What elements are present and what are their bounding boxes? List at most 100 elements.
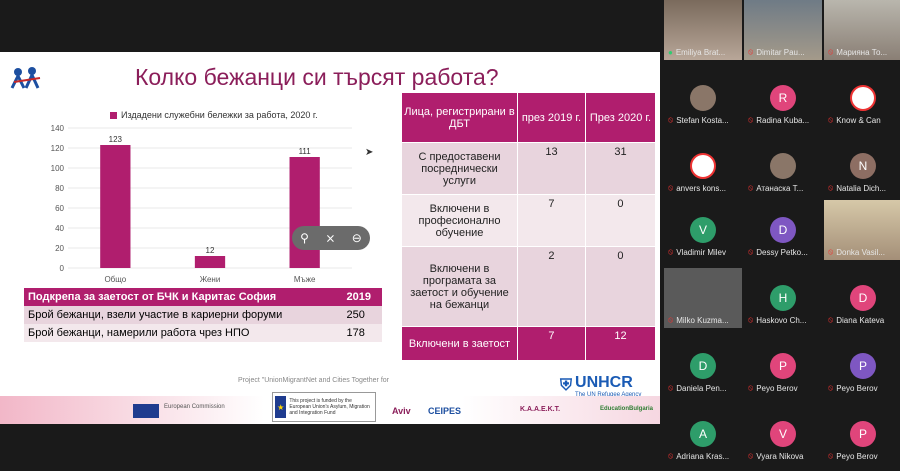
- participant-name-label: Radina Kuba...: [756, 115, 810, 125]
- participant-name: ⦸ Dessy Petko...: [748, 247, 822, 257]
- participant-name-label: Haskovo Ch...: [756, 315, 807, 325]
- bar: [194, 256, 226, 268]
- participant-name: ⦸ anvers kons...: [668, 183, 742, 193]
- microphone-muted-icon: ⦸: [668, 247, 674, 256]
- participant-name-label: Dimitar Pau...: [756, 47, 805, 57]
- table-header-cell: Подкрепа за заетост от БЧК и Каритас Соф…: [24, 288, 343, 306]
- avatar: [690, 85, 716, 111]
- table-header-cell: 2019: [342, 288, 382, 306]
- microphone-muted-icon: ⦸: [748, 47, 754, 56]
- video-controls: ⚲ ⨯ ⊖: [292, 226, 370, 250]
- bar: [100, 145, 131, 268]
- y-tick-label: 0: [60, 264, 65, 273]
- participant-tile[interactable]: P ⦸ Peyo Berov: [744, 336, 822, 396]
- table-row: Включени в програмата за заетост и обуче…: [401, 246, 657, 327]
- slide-title: Колко бежанци си търсят работа?: [135, 64, 499, 90]
- bar-chart-svg: 0 20 40 60 80 100 120 140 123 Общо 12 Жени 111 Мъже: [51, 124, 352, 284]
- microphone-muted-icon: ⦸: [668, 315, 674, 324]
- microphone-muted-icon: ⦸: [748, 247, 754, 256]
- microphone-muted-icon: ⦸: [748, 315, 754, 324]
- participant-tile[interactable]: ⦸ Марияна То...: [824, 0, 900, 60]
- participant-name: ⦸ Атанаска Т...: [748, 183, 822, 193]
- participant-name-label: Emiliya Brat...: [675, 48, 726, 57]
- microphone-muted-icon: ⦸: [668, 451, 674, 460]
- participant-tile[interactable]: ⦸ Milko Kuzma...: [664, 268, 742, 328]
- x-tick-label: Общо: [104, 275, 126, 284]
- participant-name: ⦸ Peyo Berov: [828, 383, 900, 393]
- project-note: Project "UnionMigrantNet and Cities Toge…: [238, 377, 389, 384]
- participant-tile[interactable]: ⦸ Donka Vasil...: [824, 200, 900, 260]
- participant-tile[interactable]: V ⦸ Vyara Nikova: [744, 404, 822, 464]
- table-row: Включени в заетост 7 12: [401, 326, 657, 361]
- eu-funding-box: ★ This project is funded by the European…: [272, 392, 376, 422]
- mouse-cursor-icon: ➤: [365, 147, 374, 158]
- data-label: 123: [109, 135, 123, 144]
- participant-name: ⦸ Adriana Kras...: [668, 451, 742, 461]
- participant-name: ⦸ Vyara Nikova: [748, 451, 822, 461]
- table-cell: 0: [584, 194, 657, 247]
- unhcr-logo: ⛨ UNHCR The UN Refugee Agency: [560, 374, 641, 398]
- bar: [289, 157, 320, 268]
- mute-icon[interactable]: ⨯: [325, 231, 336, 245]
- participant-tile[interactable]: D ⦸ Daniela Pen...: [664, 336, 742, 396]
- participant-name-label: Peyo Berov: [836, 451, 878, 461]
- participant-tile[interactable]: ⦸ anvers kons...: [664, 136, 742, 196]
- minus-icon[interactable]: ⊖: [351, 231, 362, 245]
- eu-stars-icon: ★: [275, 396, 287, 418]
- participant-name-label: Марияна То...: [836, 47, 888, 57]
- y-tick-label: 40: [55, 224, 64, 233]
- table-row: Включени в професионално обучение 7 0: [401, 194, 657, 247]
- partner-logo: K.A.A.E.K.T.: [520, 406, 561, 413]
- participant-tile[interactable]: D ⦸ Diana Kateva: [824, 268, 900, 328]
- microphone-muted-icon: ⦸: [748, 451, 754, 460]
- pin-icon[interactable]: ⚲: [300, 231, 309, 245]
- avatar: A: [690, 421, 716, 447]
- participant-name: ⦸ Natalia Dich...: [828, 183, 900, 193]
- x-tick-label: Мъже: [294, 275, 316, 284]
- participant-name: ⦸ Milko Kuzma...: [668, 315, 742, 325]
- participant-name-label: Diana Kateva: [836, 315, 885, 325]
- participant-name-label: Vyara Nikova: [756, 451, 804, 461]
- microphone-muted-icon: ⦸: [828, 383, 834, 392]
- participant-tile[interactable]: V ⦸ Vladimir Milev: [664, 200, 742, 260]
- participant-tile[interactable]: ● Emiliya Brat...: [664, 0, 742, 60]
- participant-name: ⦸ Know & Can: [828, 115, 900, 125]
- participant-name: ⦸ Dimitar Pau...: [748, 47, 822, 57]
- participant-tile[interactable]: P ⦸ Peyo Berov: [824, 404, 900, 464]
- participant-name: ⦸ Peyo Berov: [828, 451, 900, 461]
- unhcr-subtitle: The UN Refugee Agency: [575, 392, 642, 398]
- participant-tile[interactable]: ⦸ Атанаска Т...: [744, 136, 822, 196]
- avatar: V: [690, 217, 716, 243]
- y-tick-label: 80: [55, 184, 64, 193]
- legend-swatch: [110, 111, 117, 119]
- table-cell: 13: [517, 142, 586, 195]
- participant-tile[interactable]: P ⦸ Peyo Berov: [824, 336, 900, 396]
- participant-tile[interactable]: ⦸ Stefan Kosta...: [664, 68, 742, 128]
- avatar: D: [690, 353, 716, 379]
- unhcr-name: UNHCR: [575, 374, 633, 391]
- participant-tile[interactable]: ⦸ Dimitar Pau...: [744, 0, 822, 60]
- microphone-muted-icon: ⦸: [828, 315, 834, 324]
- participant-tile[interactable]: D ⦸ Dessy Petko...: [744, 200, 822, 260]
- microphone-muted-icon: ⦸: [748, 383, 754, 392]
- chart-legend: Издадени служебни бележки за работа, 202…: [110, 110, 318, 120]
- participant-tile[interactable]: A ⦸ Adriana Kras...: [664, 404, 742, 464]
- table-cell: 178: [342, 324, 382, 342]
- participant-name-label: Know & Can: [836, 115, 881, 125]
- participant-name: ⦸ Марияна То...: [828, 47, 900, 57]
- table-cell: 250: [342, 306, 382, 324]
- avatar: P: [850, 353, 876, 379]
- participant-tile[interactable]: R ⦸ Radina Kuba...: [744, 68, 822, 128]
- microphone-muted-icon: ⦸: [828, 183, 834, 192]
- data-label: 12: [206, 246, 215, 255]
- participant-name-label: Атанаска Т...: [756, 183, 804, 193]
- participant-name: ⦸ Donka Vasil...: [828, 247, 900, 257]
- avatar: V: [770, 421, 796, 447]
- participant-tile[interactable]: N ⦸ Natalia Dich...: [824, 136, 900, 196]
- participant-tile[interactable]: H ⦸ Haskovo Ch...: [744, 268, 822, 328]
- table-cell: 31: [584, 142, 657, 195]
- participant-name-label: anvers kons...: [676, 183, 727, 193]
- eu-commission-label: European Commission: [164, 404, 225, 410]
- participant-tile[interactable]: ⦸ Know & Can: [824, 68, 900, 128]
